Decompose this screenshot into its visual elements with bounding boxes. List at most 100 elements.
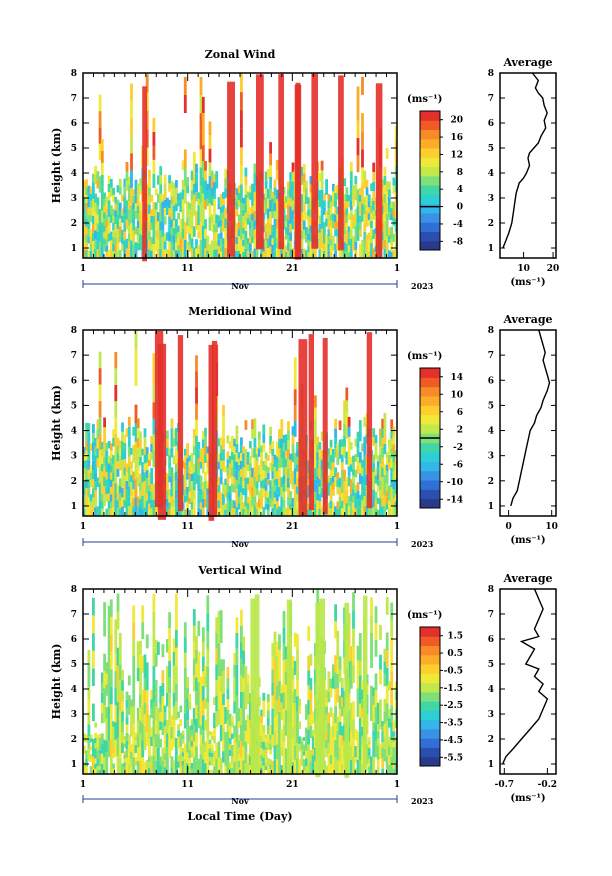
heatmap-cell — [163, 733, 167, 740]
heatmap-cell — [327, 671, 331, 682]
heatmap-cell — [114, 251, 118, 258]
heatmap-cell — [166, 693, 169, 707]
heatmap-cell — [372, 765, 376, 774]
heatmap-cell — [192, 658, 196, 675]
heatmap-cell — [159, 230, 163, 240]
heatmap-cell — [253, 447, 257, 458]
heatmap-cell — [132, 689, 136, 707]
heatmap-cell — [275, 199, 279, 210]
heatmap-cell — [300, 175, 304, 185]
heatmap-cell — [145, 477, 149, 486]
heatmap-cell — [103, 218, 106, 226]
heatmap-cell — [275, 160, 279, 170]
heatmap-cell — [210, 735, 214, 741]
heatmap-cell — [300, 745, 304, 750]
heatmap-cell — [143, 480, 147, 490]
heatmap-cell — [197, 474, 201, 484]
heatmap-cell — [242, 252, 245, 258]
heatmap-cell — [278, 665, 281, 681]
heatmap-cell — [206, 702, 210, 721]
heatmap-cell — [172, 205, 176, 213]
heatmap-cell — [116, 445, 120, 454]
heatmap-cell — [345, 477, 349, 491]
heatmap-cell — [219, 445, 223, 453]
heatmap-cell — [307, 509, 311, 516]
heatmap-cell — [134, 203, 138, 211]
heatmap-cell — [271, 669, 275, 683]
average-y-tick-label: 6 — [488, 635, 494, 645]
heatmap-cell — [264, 458, 268, 466]
heatmap-cell — [107, 233, 111, 242]
colorbar-tick-label: 1.5 — [447, 632, 463, 642]
heatmap-cell — [181, 509, 185, 516]
heatmap-cell — [374, 491, 378, 500]
heatmap-cell — [139, 680, 142, 695]
heatmap-cell — [89, 770, 93, 774]
heatmap-cell — [343, 234, 346, 243]
heatmap-cell — [100, 733, 104, 744]
heatmap-cell — [161, 709, 165, 723]
heatmap-cell — [121, 450, 124, 460]
heatmap-cell — [89, 236, 93, 244]
colorbar-tick-label: 10 — [450, 390, 463, 400]
heatmap-cell — [264, 477, 268, 485]
heatmap-cell — [130, 502, 133, 510]
heatmap-cell — [394, 681, 398, 692]
heatmap-cell — [175, 737, 178, 756]
heatmap-cell — [152, 665, 156, 684]
heatmap-cell — [186, 741, 189, 753]
heatmap-streak — [319, 598, 325, 774]
heatmap-cell — [145, 454, 149, 463]
heatmap-cell — [201, 161, 205, 178]
heatmap-cell — [246, 198, 250, 205]
heatmap-cell — [291, 219, 295, 230]
heatmap-cell — [199, 448, 203, 456]
heatmap-cell — [195, 760, 198, 774]
heatmap-cell — [98, 94, 102, 111]
heatmap-cell — [112, 244, 115, 251]
heatmap-cell — [376, 509, 380, 516]
heatmap-cell — [278, 743, 281, 759]
heatmap-cell — [125, 765, 129, 774]
heatmap-cell — [329, 251, 333, 258]
heatmap-cell — [271, 244, 275, 252]
heatmap-cell — [383, 505, 387, 516]
heatmap-cell — [329, 232, 333, 240]
colorbar-frame — [419, 110, 441, 251]
heatmap-cell — [206, 198, 210, 206]
heatmap-cell — [392, 752, 396, 758]
heatmap-cell — [381, 731, 385, 737]
heatmap-cell — [273, 631, 277, 646]
heatmap-cell — [349, 493, 353, 502]
heatmap-cell — [345, 201, 349, 209]
heatmap-cell — [181, 228, 185, 239]
heatmap-cell — [213, 249, 216, 258]
heatmap-cell — [376, 717, 380, 725]
heatmap-cell — [253, 248, 257, 258]
heatmap-cell — [190, 768, 194, 774]
heatmap-cell — [383, 239, 387, 249]
heatmap-cell — [179, 753, 183, 761]
heatmap-cell — [381, 768, 385, 774]
heatmap-cell — [347, 226, 351, 233]
x-tick-label: 11 — [181, 264, 194, 274]
heatmap-cell — [109, 465, 113, 473]
heatmap-cell — [170, 234, 174, 243]
heatmap-cell — [340, 706, 344, 717]
heatmap-cell — [204, 719, 207, 731]
heatmap-cell — [352, 221, 355, 229]
heatmap-cell — [372, 172, 376, 182]
heatmap-cell — [195, 435, 198, 452]
heatmap-cell — [226, 688, 230, 700]
heatmap-cell — [161, 644, 165, 658]
heatmap-cell — [394, 450, 398, 458]
heatmap-cell — [287, 440, 290, 450]
heatmap-cell — [201, 490, 205, 499]
y-tick-label: 7 — [71, 351, 77, 361]
heatmap-cell — [293, 717, 297, 732]
heatmap-cell — [264, 484, 268, 491]
heatmap-cell — [139, 234, 142, 243]
heatmap-cell — [307, 233, 311, 240]
heatmap-cell — [320, 469, 324, 479]
heatmap-cell — [116, 207, 120, 215]
